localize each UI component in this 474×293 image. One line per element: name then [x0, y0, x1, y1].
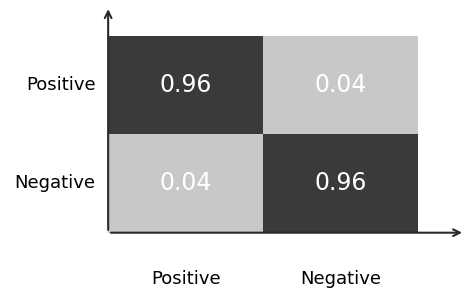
- Bar: [108, 36, 263, 134]
- Bar: [108, 134, 263, 233]
- Bar: [263, 36, 419, 134]
- Text: Negative: Negative: [15, 175, 96, 193]
- Text: Positive: Positive: [26, 76, 96, 94]
- Bar: [263, 134, 419, 233]
- Text: 0.96: 0.96: [160, 73, 212, 97]
- Text: 0.96: 0.96: [315, 171, 367, 195]
- Text: 0.04: 0.04: [315, 73, 367, 97]
- Text: Negative: Negative: [301, 270, 381, 288]
- Text: 0.04: 0.04: [160, 171, 212, 195]
- Text: Positive: Positive: [151, 270, 220, 288]
